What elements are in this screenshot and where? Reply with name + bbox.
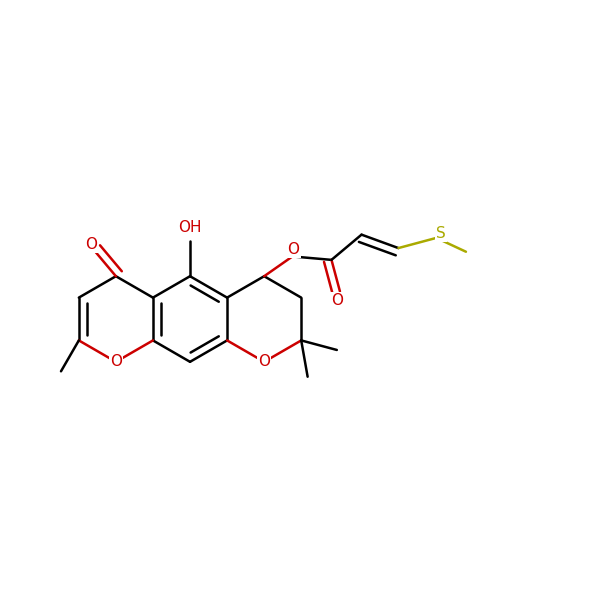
Text: S: S [436,226,446,241]
Text: O: O [287,242,299,257]
Text: O: O [331,293,343,308]
Text: O: O [85,237,97,252]
Text: O: O [110,355,122,370]
Text: O: O [258,355,270,370]
Text: OH: OH [178,220,202,235]
